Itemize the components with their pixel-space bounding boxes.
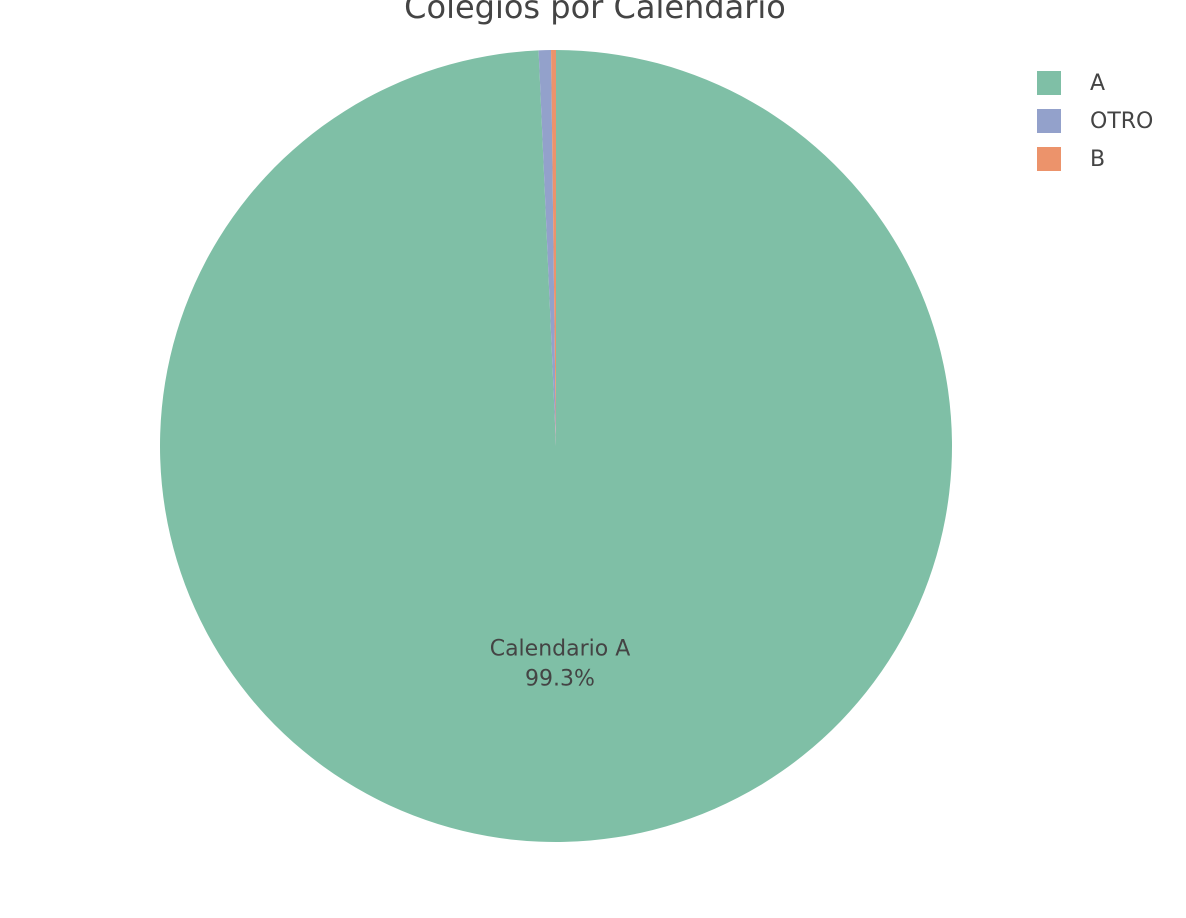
pie-slice-otro[interactable] [538, 50, 556, 447]
legend-label-b: B [1090, 146, 1106, 172]
legend: A OTRO B [1037, 64, 1153, 178]
chart-title: Colegios por Calendario [404, 0, 786, 26]
legend-label-a: A [1090, 70, 1106, 96]
legend-swatch-a [1037, 71, 1061, 95]
slice-label-a: Calendario A [490, 637, 631, 662]
legend-swatch-otro [1037, 109, 1061, 133]
legend-item-b[interactable]: B [1037, 140, 1153, 178]
pie-slices [160, 50, 952, 843]
pie-labels: Calendario A 99.3% [490, 637, 631, 692]
pie-slice-b[interactable] [551, 50, 556, 446]
legend-label-otro: OTRO [1090, 108, 1154, 134]
legend-item-otro[interactable]: OTRO [1037, 102, 1153, 140]
legend-swatch-b [1037, 147, 1061, 171]
pie-slice-a[interactable] [160, 50, 952, 843]
legend-item-a[interactable]: A [1037, 64, 1153, 102]
slice-percent-a: 99.3% [525, 667, 595, 692]
